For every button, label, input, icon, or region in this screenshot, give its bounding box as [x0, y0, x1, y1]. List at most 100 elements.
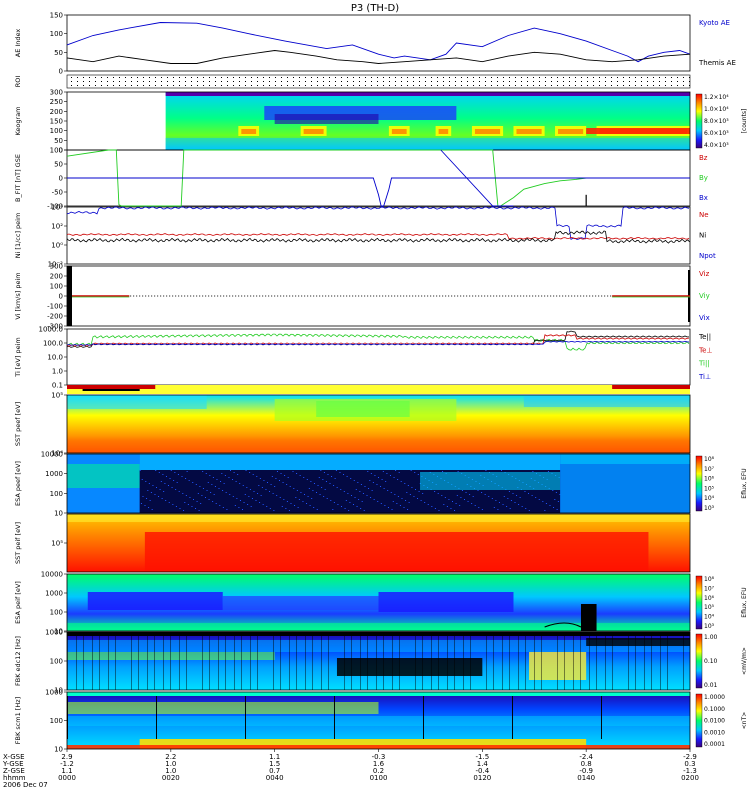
y-axis-label-keogram: Keogram	[14, 106, 22, 135]
roi-dot	[479, 81, 480, 82]
roi-dot	[101, 85, 102, 86]
zero-line-dot	[415, 295, 417, 297]
roi-dot	[581, 81, 582, 82]
spectrogram-cell	[495, 500, 497, 501]
zero-line-dot	[187, 295, 189, 297]
spectrogram-cell	[319, 494, 321, 495]
spectrogram-cell	[144, 505, 146, 506]
y-tick-label-keogram: 50	[54, 137, 63, 145]
spectrogram-cell	[374, 475, 376, 476]
roi-dot	[533, 77, 534, 78]
spectrogram-cell	[283, 499, 285, 500]
spectrogram-cell	[389, 475, 391, 476]
spectrogram-cell	[315, 492, 317, 493]
zero-line-dot	[439, 295, 441, 297]
y-tick-label-bfit: -100	[47, 203, 63, 211]
spectrogram-cell	[171, 487, 173, 488]
spectrogram-cell	[321, 487, 323, 488]
spectrogram-cell	[472, 496, 474, 497]
spectrogram-cell	[605, 636, 606, 690]
spectrogram-cell	[358, 499, 360, 500]
colorbar-tick-fbk_b: 1.0000	[704, 694, 725, 701]
roi-dot	[317, 81, 318, 82]
spectrogram-cell	[514, 502, 516, 503]
roi-dot	[455, 81, 456, 82]
spectrogram-cell	[452, 501, 454, 502]
spectrogram-cell	[167, 485, 169, 486]
y-axis-label-bfit: B_FIT [nT] GSE	[14, 154, 22, 202]
spectrogram-cell	[267, 482, 269, 483]
spectrogram-cell	[405, 500, 407, 501]
spectrogram-cell	[259, 502, 261, 503]
spectrogram-cell	[334, 696, 335, 739]
spectrogram-cell	[303, 477, 305, 478]
spectrogram-cell	[376, 484, 378, 485]
roi-dot	[623, 81, 624, 82]
roi-dot	[665, 77, 666, 78]
roi-dot	[119, 85, 120, 86]
roi-dot	[227, 81, 228, 82]
mode-bar-slow	[67, 385, 156, 389]
x-tick-label: -1.3	[683, 767, 697, 775]
zero-line-dot	[424, 295, 426, 297]
roi-dot	[449, 77, 450, 78]
spectrogram-cell	[448, 499, 450, 500]
roi-dot	[89, 81, 90, 82]
spectrogram-cell	[446, 506, 448, 507]
spectrogram-cell	[286, 484, 288, 485]
zero-line-dot	[517, 295, 519, 297]
roi-dot	[635, 85, 636, 86]
zero-line-dot	[409, 295, 411, 297]
spectrogram-cell	[409, 494, 411, 495]
spectrogram-cell	[245, 470, 247, 471]
roi-dot	[323, 77, 324, 78]
roi-dot	[377, 81, 378, 82]
roi-dot	[125, 81, 126, 82]
roi-dot	[647, 81, 648, 82]
spectrogram-cell	[398, 472, 400, 473]
spectrogram-cell	[411, 487, 413, 488]
keogram-arc	[474, 129, 501, 134]
zero-line-dot	[490, 295, 492, 297]
roi-dot	[629, 77, 630, 78]
roi-dot	[353, 81, 354, 82]
legend-entry-vi: Viz	[699, 270, 710, 278]
spectrogram-cell	[423, 696, 424, 739]
y-tick-label-vi: 300	[50, 263, 63, 271]
roi-dot	[449, 85, 450, 86]
roi-dot	[287, 81, 288, 82]
zero-line-dot	[532, 295, 534, 297]
roi-dot	[575, 85, 576, 86]
spectrogram-cell	[183, 510, 185, 511]
colorbar-tick-keogram: 1.2×10⁴	[704, 94, 729, 101]
spectrogram-cell	[528, 493, 530, 494]
roi-dot	[293, 85, 294, 86]
spectrogram-cell	[156, 696, 157, 739]
spectrogram-cell	[383, 636, 384, 690]
roi-dot	[419, 77, 420, 78]
y-tick-label-esa_i: 100	[50, 609, 63, 617]
roi-dot	[617, 81, 618, 82]
roi-dot	[299, 81, 300, 82]
zero-line-dot	[391, 295, 393, 297]
zero-line-dot	[349, 295, 351, 297]
spectrogram-cell	[538, 499, 540, 500]
spectrogram-cell	[286, 501, 288, 502]
spectrogram-cell	[67, 441, 690, 453]
zero-line-dot	[238, 295, 240, 297]
panel-frame-esa_i	[66, 573, 691, 632]
spectrogram-cell	[302, 501, 304, 502]
roi-dot	[341, 85, 342, 86]
colorbar-esa_e	[695, 455, 703, 512]
roi-dot	[599, 85, 600, 86]
spectrogram-cell	[259, 478, 261, 479]
y-tick-label-vi: -300	[47, 323, 63, 331]
roi-dot	[155, 77, 156, 78]
spectrogram-cell	[371, 490, 373, 491]
spectrogram-cell	[612, 636, 613, 690]
spectrogram-cell	[415, 489, 417, 490]
roi-dot	[617, 77, 618, 78]
spectrogram-cell	[156, 696, 157, 739]
spectrogram-cell	[161, 498, 163, 499]
spectrogram-cell	[312, 636, 313, 690]
